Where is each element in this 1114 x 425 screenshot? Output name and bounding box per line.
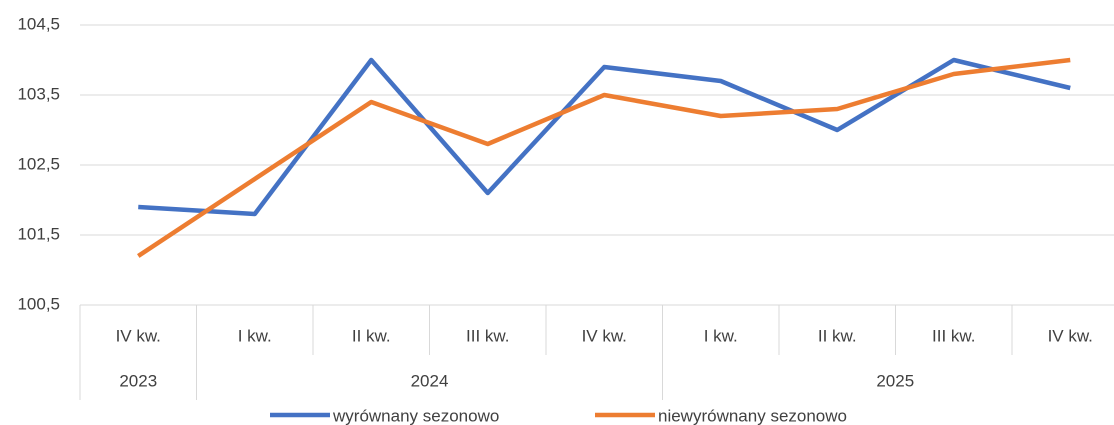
series-line bbox=[137, 57, 1071, 258]
x-tick-label: I kw. bbox=[704, 326, 738, 345]
x-tick-label: IV kw. bbox=[582, 326, 627, 345]
group-label: 2024 bbox=[411, 371, 449, 390]
legend-label: niewyrównany sezonowo bbox=[658, 406, 847, 425]
x-tick-label: III kw. bbox=[932, 326, 975, 345]
group-label: 2023 bbox=[119, 371, 157, 390]
y-tick-label: 103,5 bbox=[17, 84, 60, 103]
x-tick-label: I kw. bbox=[238, 326, 272, 345]
y-tick-label: 100,5 bbox=[17, 294, 60, 313]
y-tick-label: 104,5 bbox=[17, 14, 60, 33]
x-tick-label: II kw. bbox=[818, 326, 857, 345]
legend-label: wyrównany sezonowo bbox=[332, 406, 499, 425]
group-label: 2025 bbox=[876, 371, 914, 390]
x-tick-label: II kw. bbox=[352, 326, 391, 345]
x-tick-label: IV kw. bbox=[116, 326, 161, 345]
y-tick-label: 102,5 bbox=[17, 154, 60, 173]
y-tick-label: 101,5 bbox=[17, 224, 60, 243]
x-tick-label: IV kw. bbox=[1048, 326, 1093, 345]
x-tick-label: III kw. bbox=[466, 326, 509, 345]
